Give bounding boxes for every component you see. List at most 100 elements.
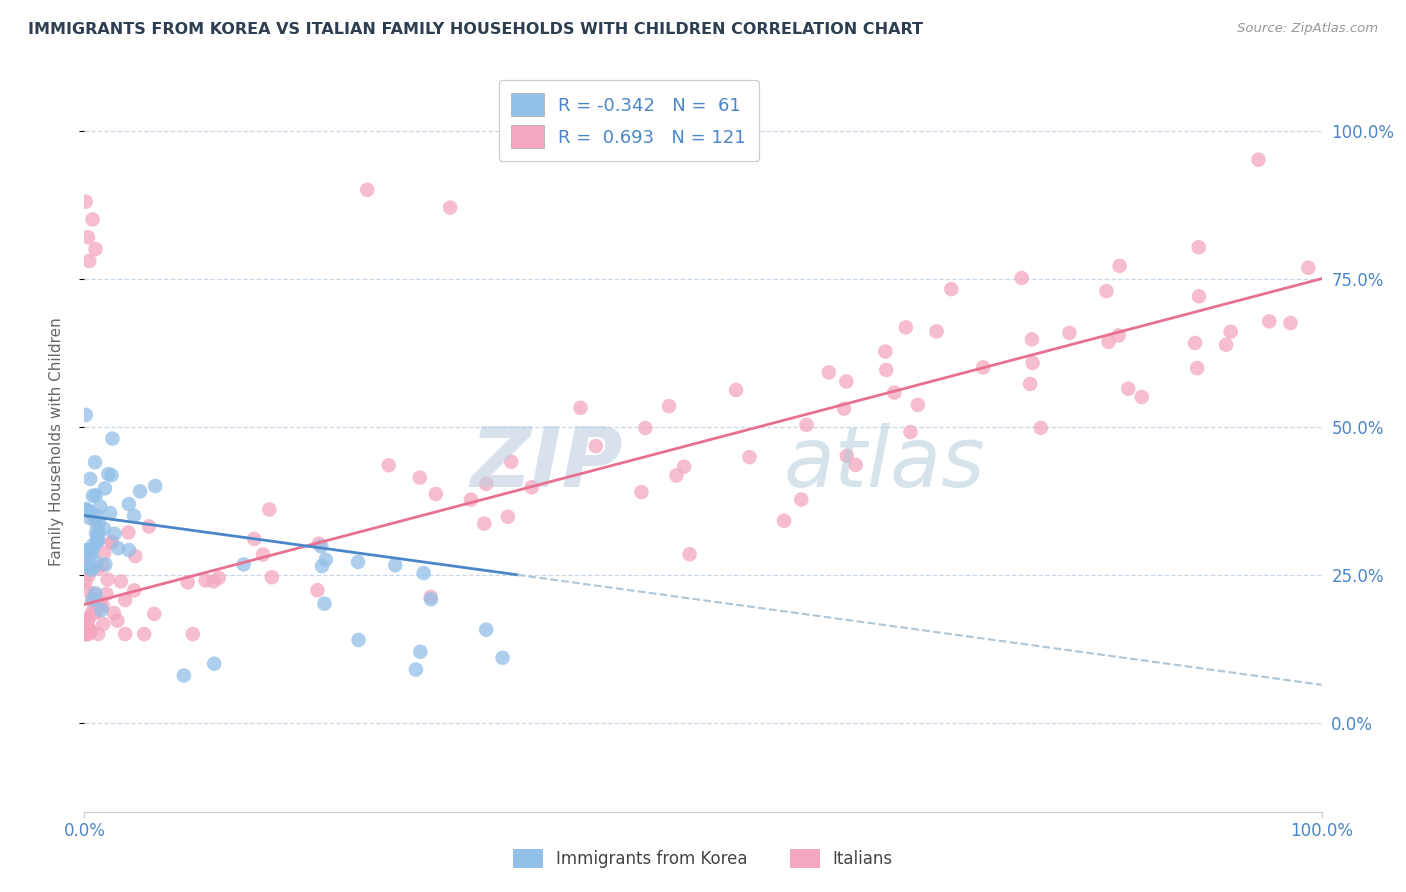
Point — [835, 375, 858, 389]
Point — [91, 599, 114, 613]
Point — [114, 593, 136, 607]
Point — [101, 536, 124, 550]
Point — [900, 425, 922, 439]
Point — [194, 574, 217, 588]
Point — [405, 663, 427, 677]
Point — [114, 627, 136, 641]
Point — [98, 506, 121, 520]
Point — [82, 538, 104, 552]
Point — [79, 505, 101, 519]
Point — [439, 201, 461, 215]
Point — [84, 525, 107, 540]
Point — [94, 558, 117, 572]
Point — [569, 401, 592, 415]
Point — [243, 532, 266, 546]
Point — [75, 408, 97, 422]
Point — [835, 449, 858, 463]
Point — [77, 543, 100, 558]
Point — [77, 560, 100, 574]
Point — [678, 547, 700, 561]
Point — [75, 574, 97, 589]
Point — [202, 657, 225, 671]
Point — [673, 459, 696, 474]
Point — [91, 617, 114, 632]
Point — [472, 516, 495, 531]
Point — [1188, 240, 1211, 254]
Point — [665, 468, 688, 483]
Point — [1019, 376, 1042, 391]
Point — [107, 541, 129, 556]
Point — [91, 558, 114, 573]
Point — [409, 645, 432, 659]
Point — [75, 627, 97, 641]
Point — [1011, 271, 1033, 285]
Point — [894, 320, 917, 334]
Point — [75, 194, 97, 209]
Point — [630, 485, 652, 500]
Text: Source: ZipAtlas.com: Source: ZipAtlas.com — [1237, 22, 1378, 36]
Point — [84, 455, 107, 469]
Point — [77, 230, 100, 244]
Point — [347, 632, 370, 647]
Point — [875, 363, 897, 377]
Point — [475, 623, 498, 637]
Point — [658, 399, 681, 413]
Point — [725, 383, 748, 397]
Point — [475, 477, 498, 491]
Point — [83, 512, 105, 526]
Point — [773, 514, 796, 528]
Point — [425, 487, 447, 501]
Point — [634, 421, 657, 435]
Point — [89, 596, 111, 610]
Point — [1029, 421, 1052, 435]
Point — [84, 242, 107, 256]
Point — [143, 479, 166, 493]
Point — [118, 497, 141, 511]
Point — [77, 627, 100, 641]
Point — [75, 543, 97, 558]
Point — [585, 439, 607, 453]
Point — [832, 401, 855, 416]
Legend: Immigrants from Korea, Italians: Immigrants from Korea, Italians — [506, 842, 900, 875]
Point — [972, 360, 994, 375]
Point — [845, 458, 868, 472]
Point — [84, 586, 107, 600]
Point — [87, 627, 110, 641]
Point — [307, 583, 329, 598]
Point — [1095, 284, 1118, 298]
Point — [79, 472, 101, 486]
Point — [86, 534, 108, 549]
Point — [87, 561, 110, 575]
Point — [75, 627, 97, 641]
Point — [76, 617, 98, 632]
Point — [89, 500, 111, 514]
Point — [90, 603, 112, 617]
Point — [315, 552, 337, 566]
Point — [82, 605, 104, 619]
Point — [796, 417, 818, 432]
Point — [738, 450, 761, 464]
Point — [82, 212, 104, 227]
Point — [875, 344, 897, 359]
Point — [496, 509, 519, 524]
Point — [134, 627, 156, 641]
Point — [1247, 153, 1270, 167]
Point — [419, 592, 441, 607]
Point — [86, 509, 108, 524]
Point — [308, 536, 330, 550]
Point — [260, 570, 283, 584]
Point — [82, 592, 104, 607]
Point — [97, 467, 120, 482]
Y-axis label: Family Households with Children: Family Households with Children — [49, 318, 63, 566]
Point — [1184, 335, 1206, 350]
Point — [77, 611, 100, 625]
Point — [100, 468, 122, 483]
Point — [86, 516, 108, 531]
Point — [86, 530, 108, 544]
Point — [77, 510, 100, 524]
Point — [1021, 332, 1043, 346]
Point — [75, 582, 97, 597]
Point — [1215, 338, 1237, 352]
Point — [79, 547, 101, 561]
Point — [93, 546, 115, 560]
